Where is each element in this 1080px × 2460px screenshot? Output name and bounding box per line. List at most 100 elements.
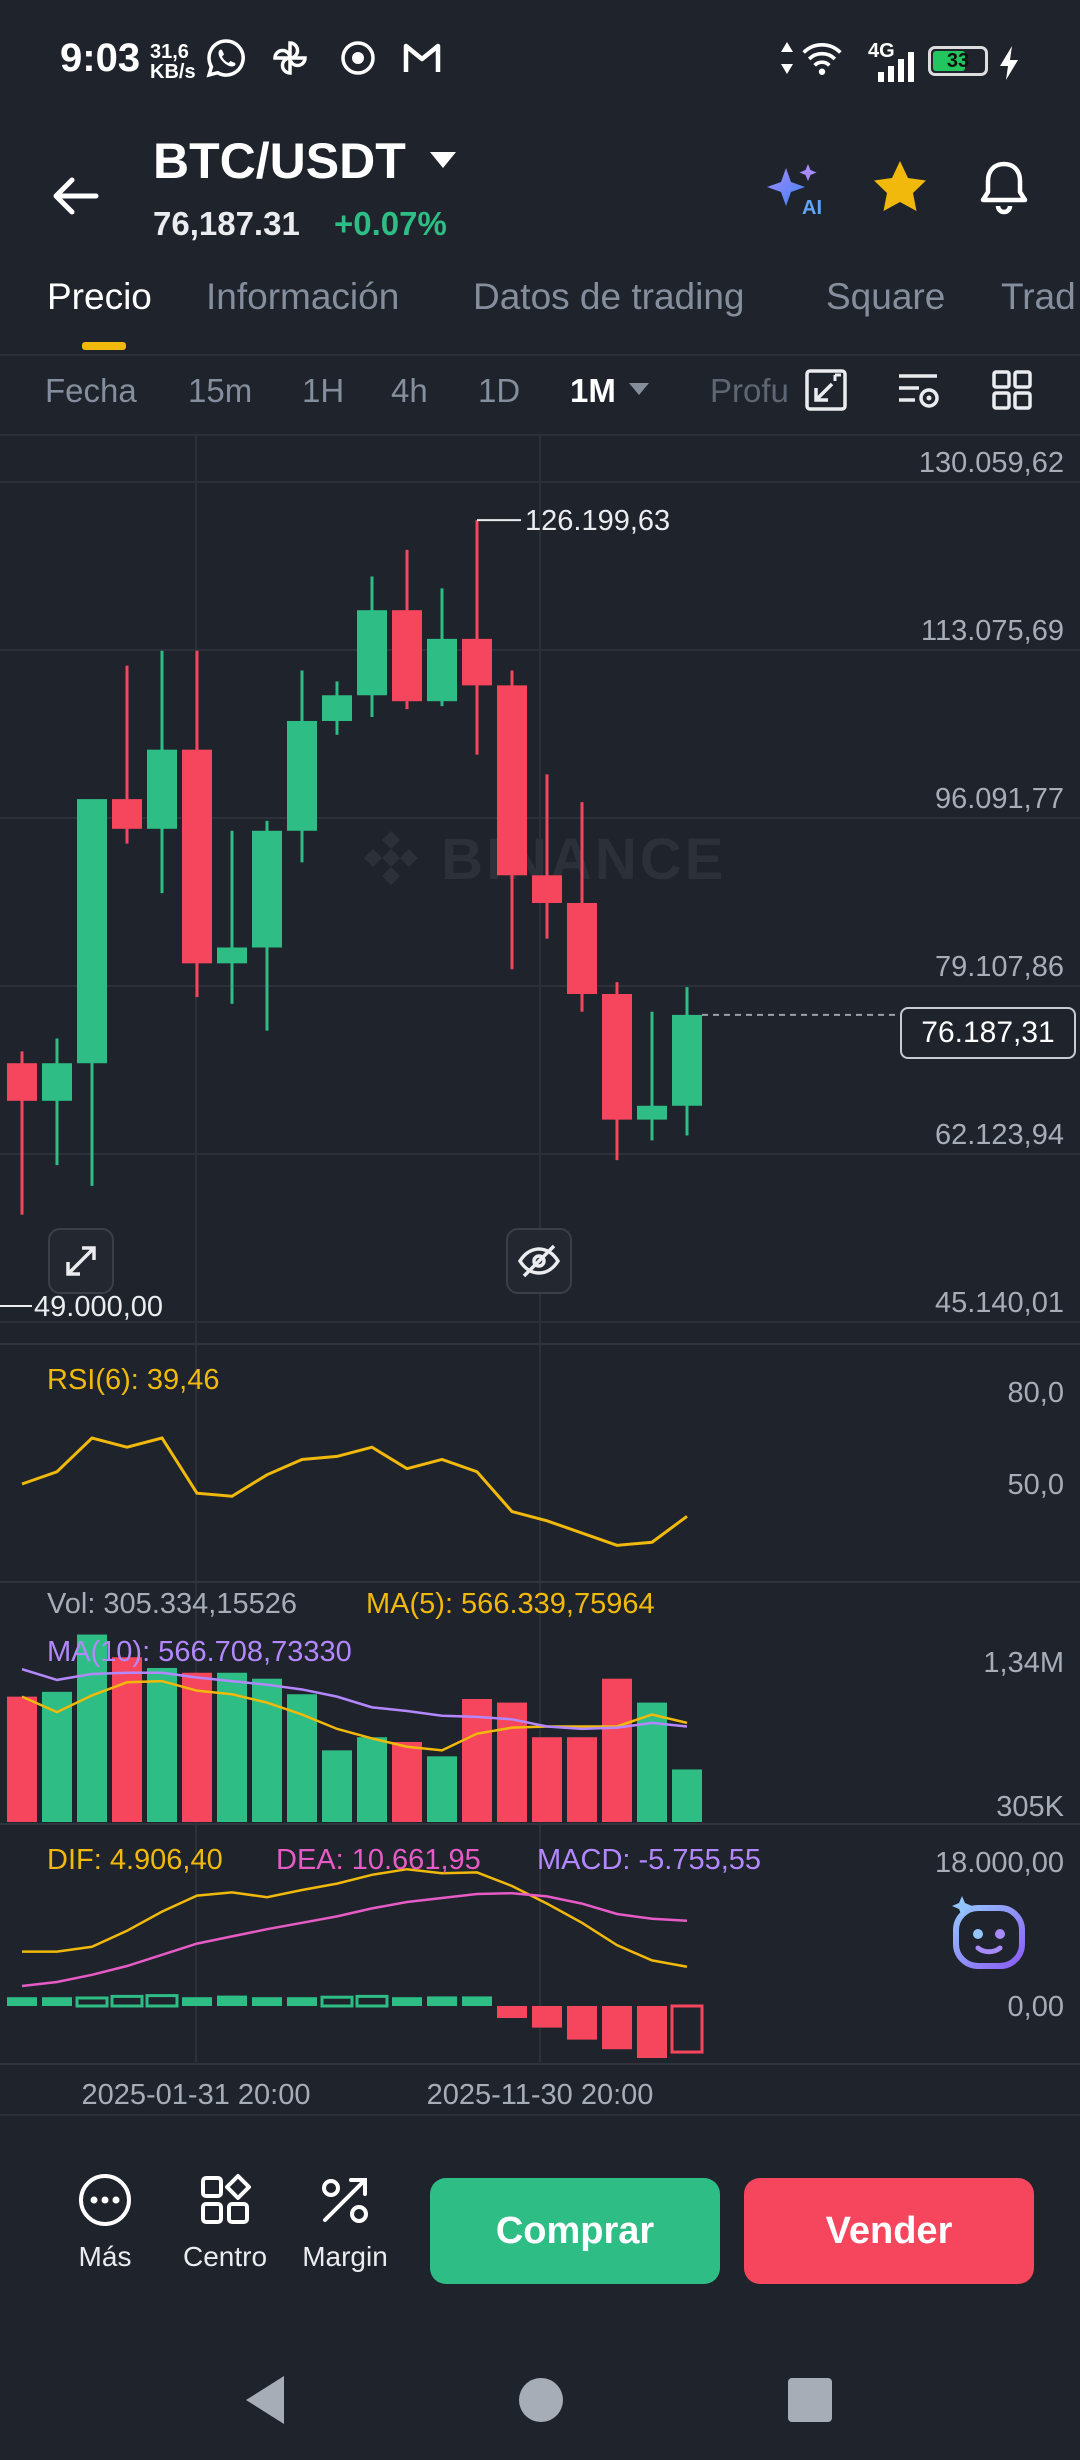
- center-button[interactable]: Centro: [170, 2170, 280, 2273]
- macd-histogram-bar: [670, 2004, 704, 2054]
- tab-trading-data[interactable]: Datos de trading: [473, 276, 745, 317]
- bell-icon[interactable]: [972, 156, 1036, 220]
- macd-histogram-bar: [75, 1996, 109, 2008]
- network-speed-unit: KB/s: [150, 61, 196, 83]
- wifi-icon: [802, 42, 842, 75]
- hide-indicators-button[interactable]: [506, 1228, 572, 1294]
- tab-trade[interactable]: Trad: [1001, 276, 1076, 317]
- margin-button[interactable]: Margin: [290, 2170, 400, 2273]
- volume-bar: [112, 1657, 142, 1822]
- macd-histogram-bar: [602, 2006, 632, 2050]
- binance-logo-icon: [364, 831, 418, 885]
- tab-info[interactable]: Información: [206, 276, 400, 317]
- macd-histogram-bar: [427, 1996, 457, 2006]
- assistant-bot-icon[interactable]: [940, 1888, 1040, 1988]
- status-bar: 9:03 31,6 KB/s 4G 33: [0, 0, 1080, 120]
- price-axis: 130.059,62 113.075,69 96.091,77 79.107,86 62…: [919, 447, 1064, 1319]
- timeframe-date[interactable]: Fecha: [45, 372, 137, 409]
- nav-recents-icon[interactable]: [786, 2376, 834, 2424]
- chevron-down-icon[interactable]: [628, 382, 650, 396]
- timeframe-depth[interactable]: Profu: [710, 372, 789, 409]
- candle-body: [287, 720, 317, 831]
- candle-body: [602, 993, 632, 1120]
- candle-body: [672, 1014, 702, 1106]
- expand-icon: [66, 1246, 96, 1276]
- star-icon[interactable]: [868, 156, 932, 220]
- price-axis-label: 113.075,69: [921, 615, 1064, 647]
- volume-ma5-label: MA(5): 566.339,75964: [366, 1588, 655, 1620]
- price-axis-label: 130.059,62: [919, 447, 1064, 479]
- price-chart[interactable]: 126.199,63 49.000,00 130.059,62 113.075,69…: [0, 436, 1080, 2116]
- pair-title[interactable]: BTC/USDT: [153, 133, 406, 189]
- macd-histogram-bar: [567, 2006, 597, 2040]
- sell-button[interactable]: Vender: [744, 2178, 1034, 2284]
- timeframe-15m[interactable]: 15m: [188, 372, 253, 409]
- timeframe-1d[interactable]: 1D: [478, 372, 521, 409]
- whatsapp-icon: [206, 39, 245, 78]
- macd-histogram-bar: [182, 1997, 212, 2006]
- grid-layout-icon[interactable]: [988, 366, 1036, 414]
- macd-histogram-bar: [110, 1994, 144, 2008]
- fullscreen-button[interactable]: [48, 1228, 114, 1294]
- rsi-line: [21, 1436, 688, 1547]
- low-price-label: 49.000,00: [34, 1291, 163, 1323]
- indicator-settings-icon[interactable]: [894, 366, 942, 414]
- divider: [0, 354, 1080, 356]
- record-icon: [341, 41, 375, 75]
- chart-resize-icon[interactable]: [802, 366, 850, 414]
- macd-histogram-bar: [462, 1996, 492, 2006]
- chevron-down-icon[interactable]: [428, 150, 458, 170]
- macd-histogram-bar: [355, 1994, 389, 2008]
- more-button[interactable]: Más: [50, 2170, 160, 2273]
- candle-body: [7, 1063, 37, 1101]
- macd-histogram-bar: [42, 1997, 72, 2006]
- macd-histogram-bar: [320, 1995, 354, 2008]
- battery-indicator: 33: [928, 46, 988, 76]
- buy-button[interactable]: Comprar: [430, 2178, 720, 2284]
- timeframe-4h[interactable]: 4h: [391, 372, 428, 409]
- macd-value-label: MACD: -5.755,55: [537, 1844, 762, 1876]
- eye-off-icon: [517, 1244, 561, 1278]
- ai-sparkle-icon[interactable]: AI: [764, 158, 828, 222]
- macd-dif-line: [22, 1867, 688, 1968]
- macd-histogram-bar: [287, 1997, 317, 2006]
- nav-back-icon[interactable]: [240, 2370, 290, 2430]
- rsi-panel: 80,0 50,0: [21, 1377, 1064, 1547]
- timeframe-1m[interactable]: 1M: [570, 372, 616, 409]
- candle-body: [497, 685, 527, 876]
- timeframe-1h[interactable]: 1H: [302, 372, 345, 409]
- macd-dea-label: DEA: 10.661,95: [276, 1844, 481, 1876]
- macd-histogram-bar: [252, 1997, 282, 2006]
- battery-fill: [933, 51, 966, 71]
- gmail-icon: [403, 43, 441, 72]
- volume-ma5-line: [21, 1679, 688, 1752]
- tab-bar: Precio Información Datos de trading Squa…: [0, 270, 1080, 356]
- charging-icon: [1000, 46, 1018, 80]
- nav-home-icon[interactable]: [515, 2374, 567, 2426]
- high-price-label: 126.199,63: [525, 505, 670, 537]
- volume-bar: [322, 1750, 352, 1822]
- volume-bar: [672, 1769, 702, 1822]
- macd-histogram-bar: [145, 1994, 179, 2008]
- candle-body: [462, 638, 492, 686]
- macd-histogram-bar: [637, 2006, 667, 2058]
- macd-histogram-bar: [392, 1997, 422, 2006]
- tab-square[interactable]: Square: [826, 276, 946, 317]
- macd-dea-line: [21, 1891, 688, 1988]
- back-button[interactable]: [40, 160, 112, 232]
- volume-bar: [42, 1691, 72, 1822]
- center-label: Centro: [182, 2241, 268, 2272]
- macd-histogram-bar: [532, 2006, 562, 2028]
- tab-price[interactable]: Precio: [47, 276, 152, 317]
- macd-axis-label: 18.000,00: [935, 1847, 1064, 1879]
- candle-body: [567, 902, 597, 994]
- candle-body: [42, 1063, 72, 1101]
- volume-bar: [567, 1737, 597, 1822]
- system-nav-bar: [0, 2340, 1080, 2460]
- candle-body: [532, 875, 562, 903]
- volume-axis-label: 1,34M: [983, 1647, 1064, 1679]
- candle-body: [322, 695, 352, 721]
- more-label: Más: [78, 2241, 132, 2272]
- svg-text:AI: AI: [802, 197, 822, 219]
- divider: [0, 2114, 1080, 2116]
